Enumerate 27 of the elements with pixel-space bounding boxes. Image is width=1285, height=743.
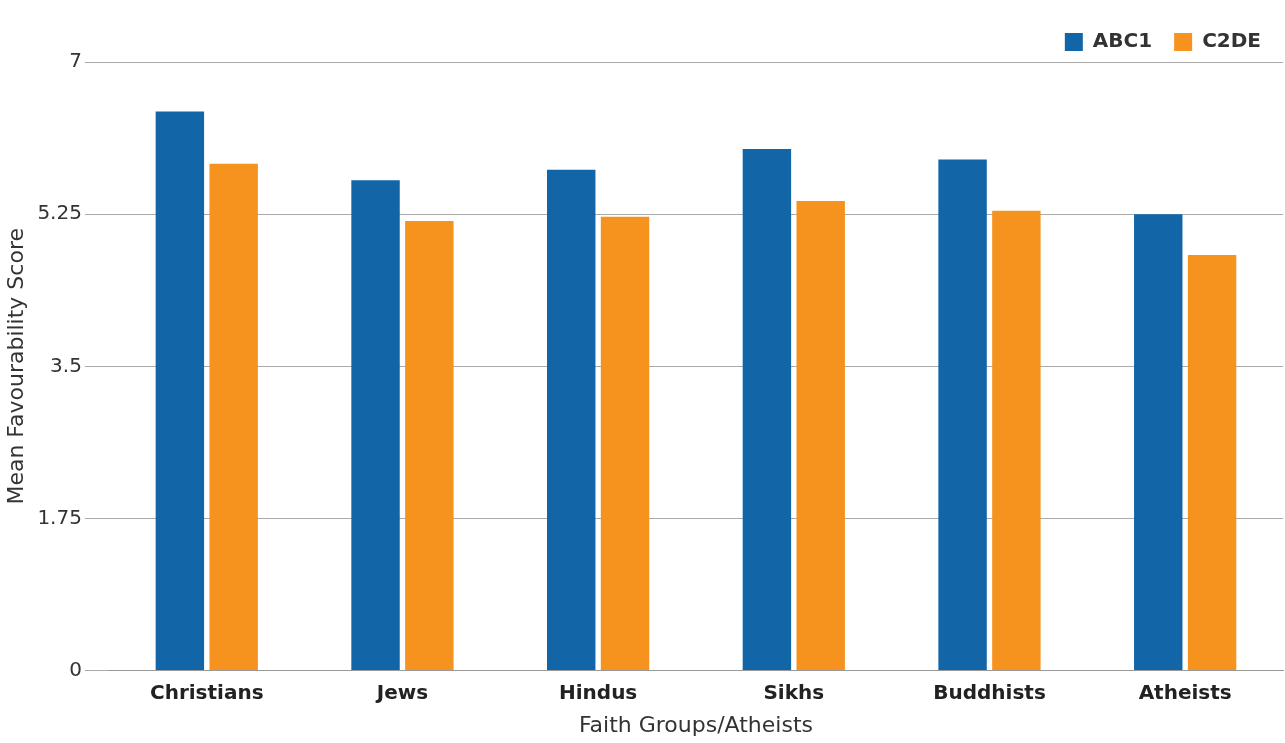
x-tick-label: Hindus	[558, 679, 638, 704]
bar	[351, 180, 400, 671]
y-tick-label: 7	[69, 48, 82, 73]
x-tick-label: Sikhs	[763, 679, 825, 704]
y-axis-title: Mean Favourability Score	[2, 228, 28, 505]
bar	[547, 169, 596, 671]
bar	[1187, 255, 1237, 671]
bar	[742, 148, 792, 671]
legend-label: C2DE	[1202, 28, 1261, 53]
x-axis-title: Faith Groups/Atheists	[578, 711, 813, 737]
bar	[155, 111, 205, 671]
legend-label: ABC1	[1092, 28, 1153, 53]
y-tick-label: 3.5	[50, 352, 82, 377]
bar	[1134, 214, 1183, 671]
x-tick-label: Buddhists	[933, 679, 1046, 704]
x-tick-label: Atheists	[1138, 679, 1232, 704]
x-tick-label: Christians	[149, 679, 264, 704]
y-tick-label: 1.75	[37, 504, 82, 529]
y-tick-label: 0	[69, 656, 82, 681]
x-tick-label: Jews	[374, 679, 429, 704]
bar	[992, 210, 1041, 671]
bar	[405, 221, 454, 671]
bar	[796, 201, 845, 671]
y-tick-label: 5.25	[37, 200, 82, 225]
bar	[938, 159, 987, 671]
bar	[209, 163, 258, 671]
bar	[600, 216, 650, 671]
